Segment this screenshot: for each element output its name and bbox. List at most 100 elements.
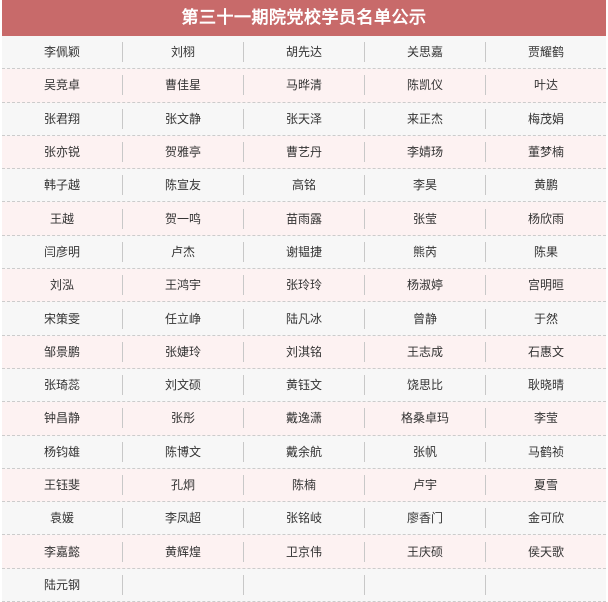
name-cell: 叶达 <box>485 75 606 96</box>
name-cell: 饶思比 <box>364 375 485 396</box>
table-row: 张君翔 张文静 张天泽 来正杰 梅茂娟 <box>2 102 606 136</box>
name-cell: 张文静 <box>122 108 243 129</box>
name-cell: 吴竞卓 <box>43 78 80 93</box>
table-row: 张琦蕊 刘文硕 黄钰文 饶思比 耿晓晴 <box>2 368 606 403</box>
table-row: 张亦锐 贺雅亭 曹艺丹 李婧玚 董梦楠 <box>2 135 606 170</box>
name-cell: 马鹤祯 <box>485 441 606 462</box>
name-cell: 熊芮 <box>364 241 485 262</box>
name-cell: 苗雨露 <box>243 208 364 229</box>
name-cell: 李嘉懿 <box>43 544 80 559</box>
name-cell: 曹艺丹 <box>243 142 364 163</box>
table-row: 闫彦明 卢杰 谢韫捷 熊芮 陈果 <box>2 235 606 270</box>
name-cell: 李莹 <box>485 408 606 429</box>
name-cell: 刘淇铭 <box>243 341 364 362</box>
name-cell: 宫明晅 <box>485 275 606 296</box>
table-row: 袁媛 李凤超 张铭岐 廖香门 金可欣 <box>2 502 606 536</box>
table-row: 刘泓 王鸿宇 张玲玲 杨淑婷 宫明晅 <box>2 269 606 303</box>
name-cell: 黄鹏 <box>485 175 606 196</box>
name-cell: 关思嘉 <box>364 42 485 63</box>
name-cell: 陈凯仪 <box>364 75 485 96</box>
name-cell: 贺雅亭 <box>122 142 243 163</box>
name-cell: 卢宇 <box>364 475 485 495</box>
name-cell: 王志成 <box>364 341 485 362</box>
name-cell: 石惠文 <box>485 341 606 362</box>
name-cell: 曹佳星 <box>122 75 243 96</box>
name-cell: 韩子越 <box>43 178 80 193</box>
name-cell: 高铭 <box>243 175 364 196</box>
name-cell: 侯天歌 <box>485 541 606 562</box>
table-row: 陆元钢 <box>2 568 606 602</box>
name-cell: 张莹 <box>364 208 485 229</box>
name-cell: 杨钧雄 <box>43 444 80 459</box>
name-cell: 宋策雯 <box>43 311 80 326</box>
table-row: 王越 贺一鸣 苗雨露 张莹 杨欣雨 <box>2 202 606 236</box>
name-cell: 张玲玲 <box>243 275 364 296</box>
name-cell: 胡先达 <box>243 42 364 63</box>
name-cell: 陈宣友 <box>122 175 243 196</box>
name-cell: 贾耀鹤 <box>485 42 606 63</box>
name-cell: 贺一鸣 <box>122 208 243 229</box>
table-row: 邹景鹏 张婕玲 刘淇铭 王志成 石惠文 <box>2 335 606 369</box>
name-cell: 张亦锐 <box>43 145 80 160</box>
name-cell: 张琦蕊 <box>43 378 80 393</box>
name-cell: 张帆 <box>364 441 485 462</box>
name-cell: 张铭岐 <box>243 508 364 529</box>
table-row: 吴竞卓 曹佳星 马晔清 陈凯仪 叶达 <box>2 69 606 103</box>
name-cell <box>485 574 606 595</box>
name-cell: 耿晓晴 <box>485 375 606 396</box>
name-cell: 王钰斐 <box>43 478 80 492</box>
name-cell: 张君翔 <box>43 111 80 126</box>
name-cell: 黄钰文 <box>243 375 364 396</box>
name-cell: 袁媛 <box>49 511 74 526</box>
table-row: 王钰斐 孔炯 陈楠 卢宇 夏雪 <box>2 468 606 503</box>
name-cell <box>364 574 485 595</box>
table-row: 宋策雯 任立峥 陆凡冰 曾静 于然 <box>2 302 606 336</box>
name-cell: 王庆硕 <box>364 541 485 562</box>
name-cell: 陈果 <box>485 241 606 262</box>
table-row: 钟昌静 张彤 戴逸潇 格桑卓玛 李莹 <box>2 402 606 436</box>
table-body: 李佩颖 刘栩 胡先达 关思嘉 贾耀鹤吴竞卓 曹佳星 马晔清 陈凯仪 叶达张君翔 张文静 张天泽 来正杰… <box>2 36 606 602</box>
name-cell: 刘泓 <box>49 278 74 293</box>
name-cell: 王越 <box>49 211 74 226</box>
name-cell: 刘文硕 <box>122 375 243 396</box>
name-cell: 杨淑婷 <box>364 275 485 296</box>
page-title: 第三十一期院党校学员名单公示 <box>2 0 606 36</box>
name-cell: 黄辉煌 <box>122 541 243 562</box>
name-cell: 陈楠 <box>243 475 364 495</box>
name-cell: 钟昌静 <box>43 411 80 426</box>
name-cell: 张彤 <box>122 408 243 429</box>
name-cell: 陆元钢 <box>43 577 80 592</box>
table-row: 韩子越 陈宣友 高铭 李昊 黄鹏 <box>2 169 606 203</box>
name-cell: 李昊 <box>364 175 485 196</box>
table-row: 李嘉懿 黄辉煌 卫京伟 王庆硕 侯天歌 <box>2 535 606 569</box>
name-cell: 张婕玲 <box>122 341 243 362</box>
name-cell: 李婧玚 <box>364 142 485 163</box>
name-cell: 孔炯 <box>122 475 243 495</box>
name-cell: 陆凡冰 <box>243 308 364 329</box>
name-cell: 张天泽 <box>243 108 364 129</box>
name-cell: 夏雪 <box>485 475 606 495</box>
name-cell: 邹景鹏 <box>43 344 80 359</box>
name-cell: 闫彦明 <box>43 244 80 259</box>
name-cell: 李凤超 <box>122 508 243 529</box>
name-cell <box>243 574 364 595</box>
name-cell: 廖香门 <box>364 508 485 529</box>
name-cell: 杨欣雨 <box>485 208 606 229</box>
name-cell: 马晔清 <box>243 75 364 96</box>
name-cell: 格桑卓玛 <box>364 408 485 429</box>
name-cell: 谢韫捷 <box>243 241 364 262</box>
name-cell: 于然 <box>485 308 606 329</box>
name-cell: 王鸿宇 <box>122 275 243 296</box>
name-cell: 戴余航 <box>243 441 364 462</box>
name-cell: 梅茂娟 <box>485 108 606 129</box>
name-cell: 董梦楠 <box>485 142 606 163</box>
name-cell: 来正杰 <box>364 108 485 129</box>
name-cell: 任立峥 <box>122 308 243 329</box>
table-row: 杨钧雄 陈博文 戴余航 张帆 马鹤祯 <box>2 435 606 469</box>
name-cell: 金可欣 <box>485 508 606 529</box>
name-cell: 卫京伟 <box>243 541 364 562</box>
name-cell: 李佩颖 <box>43 45 80 60</box>
name-cell: 陈博文 <box>122 441 243 462</box>
name-cell: 刘栩 <box>122 42 243 63</box>
